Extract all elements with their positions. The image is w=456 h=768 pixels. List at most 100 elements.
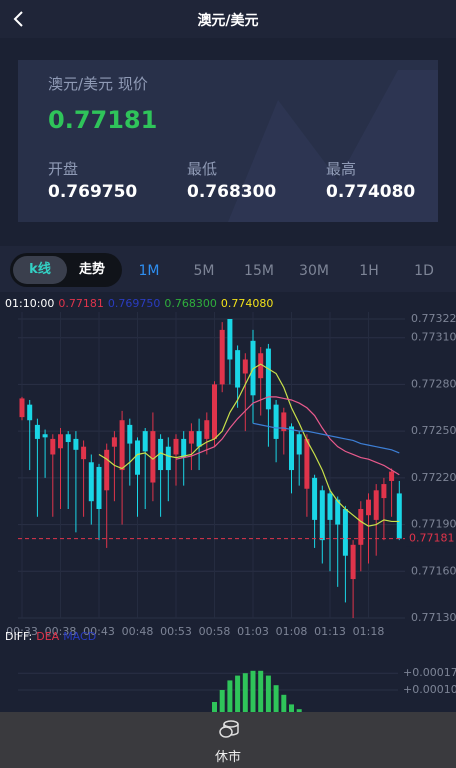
interval-tab[interactable]: 1M	[138, 263, 160, 279]
x-tick-label: 01:08	[276, 625, 308, 638]
stat-label: 开盘	[48, 160, 79, 178]
x-tick-label: 00:33	[6, 625, 38, 638]
candle-body	[304, 438, 310, 489]
current-price-box	[406, 530, 456, 547]
candle-body	[335, 499, 341, 525]
candle-body	[165, 446, 171, 471]
x-tick-label: 01:13	[314, 625, 346, 638]
info-value: 0.77181	[58, 297, 104, 310]
macd-tick-label: +0.00017	[403, 666, 456, 679]
nav-label[interactable]: 休市	[214, 750, 241, 765]
candle-body	[150, 431, 156, 483]
candle-body	[312, 477, 318, 520]
candle-body	[196, 431, 202, 447]
candle-body	[27, 404, 33, 421]
x-tick-label: 00:53	[160, 625, 192, 638]
macd-bar	[265, 675, 271, 712]
stat-value: 0.769750	[48, 182, 138, 202]
macd-bar	[235, 675, 241, 712]
stat-label: 最高	[326, 160, 357, 178]
candle-body	[19, 398, 25, 418]
candle-body	[296, 434, 302, 455]
candle-body	[119, 420, 125, 471]
candle-body	[188, 431, 194, 444]
candle-body	[219, 329, 225, 385]
candle-body	[81, 446, 87, 460]
candle-body	[250, 340, 256, 396]
x-tick-label: 00:43	[83, 625, 115, 638]
y-tick-label: 0.77310	[411, 331, 456, 344]
macd-bar	[289, 704, 294, 712]
stat-value: 0.768300	[187, 182, 277, 202]
info-value: 0.774080	[221, 297, 274, 310]
x-tick-label: 00:48	[122, 625, 154, 638]
quote-price: 0.77181	[48, 106, 158, 134]
quote-card: 澳元/美元 现价 0.77181 开盘 0.769750 最低 0.768300 最高 0…	[18, 60, 438, 222]
macd-tick-label: +0.00010	[403, 683, 456, 696]
x-tick-label: 01:03	[237, 625, 269, 638]
candle-body	[135, 440, 140, 475]
mode-switch: k线 走势	[10, 253, 122, 287]
stat-value: 0.774080	[326, 182, 416, 202]
interval-tab[interactable]: 1H	[359, 263, 379, 279]
candle-body	[350, 544, 356, 580]
macd-legend: DIFF:	[5, 630, 32, 643]
chart: 01:10:00 0.77181 0.769750 0.768300 0.774080 0…	[5, 297, 456, 712]
candle-body	[88, 462, 94, 502]
card-decoration	[228, 70, 438, 222]
y-tick-label: 0.77190	[411, 518, 456, 531]
candle-body	[281, 412, 287, 432]
interval-tab[interactable]: 1D	[414, 263, 434, 279]
candle-body	[104, 449, 110, 491]
candle-body	[381, 484, 387, 499]
macd-bar	[212, 702, 217, 712]
interval-tab[interactable]: 5M	[193, 263, 215, 279]
y-tick-label: 0.77250	[411, 424, 456, 437]
indicator-line	[252, 422, 400, 454]
macd-bar	[258, 670, 264, 712]
interval-tab[interactable]: 30M	[299, 263, 329, 279]
header: 澳元/美元	[0, 0, 456, 38]
candle-body	[227, 319, 233, 360]
interval-tab[interactable]: 15M	[244, 263, 274, 279]
y-tick-label: 0.77280	[411, 377, 456, 390]
indicator-line	[175, 396, 400, 476]
y-tick-label: 0.77220	[411, 471, 456, 484]
market-icon[interactable]	[218, 718, 240, 740]
y-tick-label: 0.77322	[411, 312, 456, 325]
x-tick-label: 01:18	[353, 625, 385, 638]
candle-body	[396, 493, 402, 539]
current-price-label: 0.77181	[409, 532, 455, 545]
y-tick-label: 0.77130	[411, 611, 456, 624]
candle-body	[242, 359, 248, 374]
macd-bar	[219, 690, 225, 712]
back-button[interactable]	[10, 10, 28, 28]
candle-body	[342, 508, 348, 556]
macd-bar	[227, 680, 233, 712]
candle-body	[319, 490, 325, 541]
candle-body	[289, 426, 294, 471]
candle-body	[42, 434, 48, 438]
candle-body	[34, 424, 40, 439]
macd-bar	[281, 694, 287, 712]
candle-body	[204, 420, 210, 439]
bottom-nav: 休市	[0, 712, 456, 768]
candle-body	[181, 438, 187, 458]
indicator-line	[98, 363, 400, 527]
candle-body	[366, 499, 371, 516]
page-title: 澳元/美元	[197, 13, 259, 29]
mode-tab[interactable]: 走势	[78, 262, 105, 277]
candle-body	[273, 404, 279, 439]
macd-bar	[250, 670, 256, 712]
mode-tab[interactable]: k线	[13, 256, 67, 284]
x-tick-label: 00:38	[45, 625, 77, 638]
candle-body	[235, 350, 241, 388]
info-value: 0.769750	[108, 297, 161, 310]
candle-body	[389, 471, 395, 481]
y-tick-label: 0.77160	[411, 564, 456, 577]
macd-legend: MACD	[63, 630, 96, 643]
macd-bar	[273, 685, 279, 712]
candle-body	[65, 434, 71, 443]
macd-bar	[242, 673, 248, 712]
